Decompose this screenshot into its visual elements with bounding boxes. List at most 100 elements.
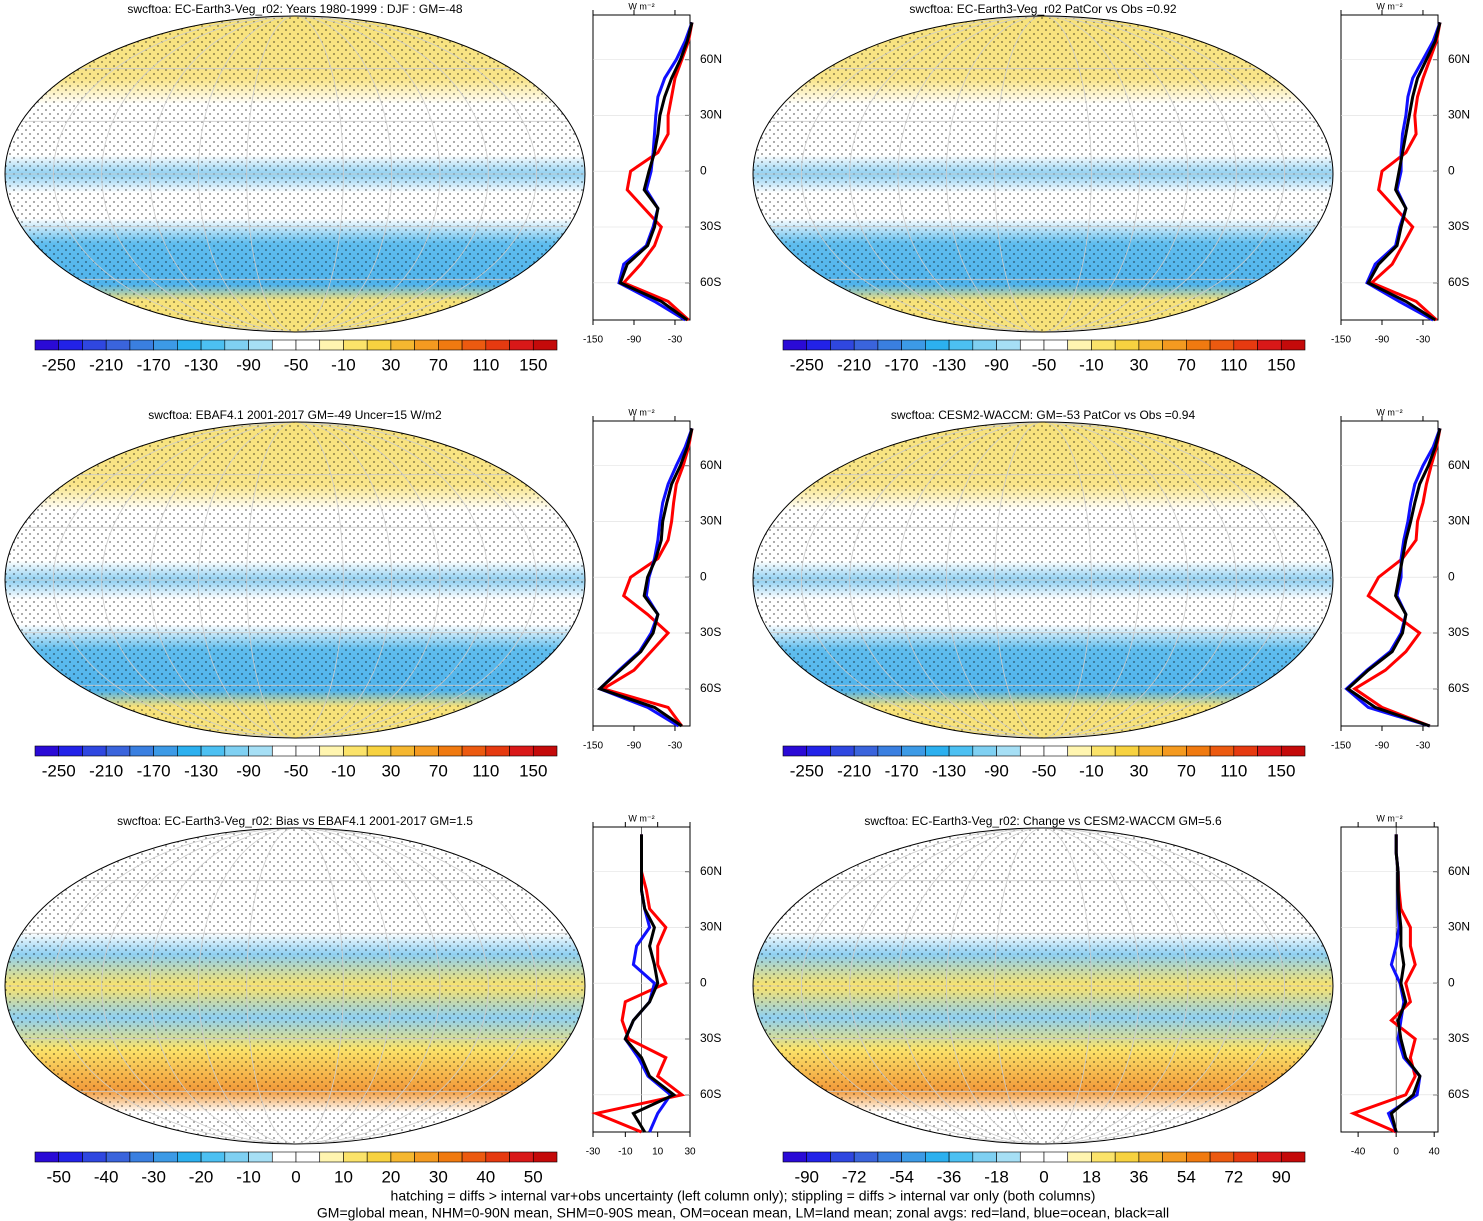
x-tick-label: 30 (684, 1147, 696, 1158)
profile-frame (1340, 420, 1439, 727)
colorbar-box (782, 745, 808, 757)
colorbar-label: 70 (1177, 355, 1196, 374)
y-tick-label: 30N (1448, 108, 1470, 122)
x-tick-label: -150 (1331, 741, 1351, 752)
colorbar-box (82, 1151, 107, 1163)
graticule (800, 16, 1286, 332)
graticule (897, 828, 1189, 1144)
zonal-line (623, 834, 677, 1133)
zonal-line (621, 22, 694, 322)
colorbar-box (1114, 339, 1140, 351)
profile-frame (1340, 826, 1439, 1133)
graticule (149, 422, 441, 738)
colorbar-label: -170 (137, 761, 171, 780)
colorbar-box (782, 339, 808, 351)
y-tick-label: 60N (700, 52, 722, 66)
profile-units: W m⁻² (628, 407, 654, 417)
colorbar-box (82, 745, 107, 757)
map-title: swcftoa: EC-Earth3-Veg_r02: Bias vs EBAF… (117, 814, 473, 828)
colorbar-label: 90 (1272, 1167, 1291, 1186)
colorbar-label: 110 (472, 761, 499, 780)
colorbar-box (830, 339, 855, 351)
y-tick-label: 0 (700, 569, 707, 583)
map-border (4, 421, 586, 739)
colorbar-box (1067, 1151, 1092, 1163)
colorbar-box (1186, 339, 1211, 351)
graticule (800, 422, 1286, 738)
colorbar-label: 72 (1224, 1167, 1243, 1186)
colorbar-box (271, 745, 297, 757)
y-tick-label: 60S (700, 1087, 721, 1101)
colorbar-box (996, 339, 1021, 351)
colorbar-box (1043, 339, 1069, 351)
zonal-line (1368, 22, 1442, 322)
colorbar-label: -50 (1032, 761, 1057, 780)
graticule (101, 422, 489, 738)
colorbar-label: 110 (1220, 761, 1247, 780)
colorbar-box (58, 745, 83, 757)
colorbar-box (1091, 339, 1116, 351)
colorbar-box (1114, 1151, 1140, 1163)
colorbar-box (972, 745, 997, 757)
y-tick-label: 30S (700, 625, 721, 639)
colorbar-label: -30 (141, 1167, 166, 1186)
colorbar-box (200, 339, 226, 351)
y-tick-label: 60S (1448, 275, 1469, 289)
colorbar-box (1043, 745, 1069, 757)
colorbar-box (438, 745, 463, 757)
colorbar-label: -36 (937, 1167, 962, 1186)
footer-note: GM=global mean, NHM=0-90N mean, SHM=0-90… (317, 1205, 1169, 1221)
graticule (897, 422, 1189, 738)
profile-units: W m⁻² (628, 813, 654, 823)
colorbar-label: -210 (89, 355, 123, 374)
y-tick-label: 0 (700, 975, 707, 989)
map-border (752, 15, 1334, 333)
colorbar-label: -18 (984, 1167, 1009, 1186)
colorbar-box (1019, 745, 1045, 757)
graticule (994, 422, 1092, 738)
colorbar-box (782, 1151, 808, 1163)
colorbar-label: -210 (89, 761, 123, 780)
colorbar-box (390, 1151, 415, 1163)
colorbar-label: 10 (334, 1167, 353, 1186)
x-tick-label: -90 (627, 335, 642, 346)
colorbar-box (806, 745, 831, 757)
map-border (4, 827, 586, 1145)
map-title: swcftoa: CESM2-WACCM: GM=-53 PatCor vs O… (891, 408, 1196, 422)
graticule (246, 828, 344, 1144)
colorbar-box (343, 745, 368, 757)
colorbar-box (1019, 1151, 1045, 1163)
colorbar-box (925, 339, 950, 351)
colorbar-box (34, 339, 60, 351)
graticule (994, 16, 1092, 332)
y-tick-label: 30S (700, 1031, 721, 1045)
colorbar-box (366, 339, 392, 351)
colorbar-box (1257, 339, 1282, 351)
colorbar-box (319, 745, 344, 757)
colorbar-box (153, 339, 178, 351)
colorbar-box (105, 745, 131, 757)
y-tick-label: 60S (700, 681, 721, 695)
colorbar-label: -250 (790, 355, 824, 374)
colorbar-box (248, 745, 273, 757)
colorbar-label: -50 (284, 761, 309, 780)
y-tick-label: 30S (1448, 219, 1469, 233)
colorbar-label: -130 (184, 761, 218, 780)
colorbar-label: 70 (429, 761, 448, 780)
colorbar-box (271, 339, 297, 351)
colorbar-label: -20 (189, 1167, 214, 1186)
colorbar-box (1233, 339, 1258, 351)
colorbar-box (1091, 745, 1116, 757)
colorbar-label: -72 (842, 1167, 867, 1186)
map (5, 828, 585, 1144)
graticule (945, 16, 1141, 332)
colorbar-box (830, 745, 855, 757)
colorbar-box (343, 339, 368, 351)
colorbar-box (82, 339, 107, 351)
colorbar-box (1257, 745, 1282, 757)
colorbar-box (485, 1151, 510, 1163)
colorbar-label: 150 (519, 761, 547, 780)
colorbar-label: -50 (46, 1167, 71, 1186)
y-tick-label: 60S (700, 275, 721, 289)
colorbar-label: -10 (1079, 761, 1104, 780)
